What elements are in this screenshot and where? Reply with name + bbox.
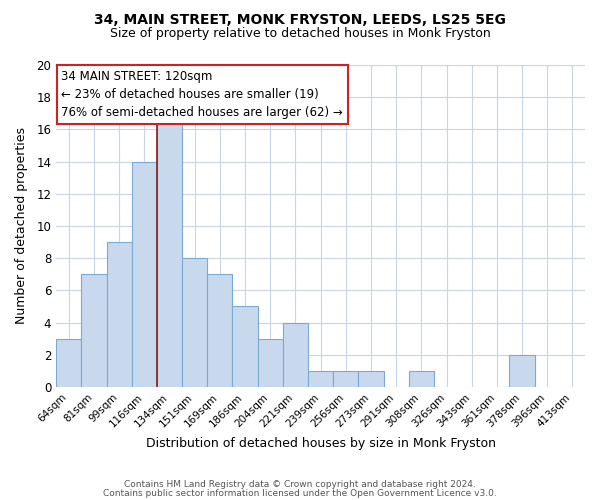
X-axis label: Distribution of detached houses by size in Monk Fryston: Distribution of detached houses by size … [146,437,496,450]
Bar [82,274,107,387]
Bar [257,338,283,387]
Bar [308,371,333,387]
Bar [358,371,383,387]
Text: Size of property relative to detached houses in Monk Fryston: Size of property relative to detached ho… [110,28,490,40]
Text: 34 MAIN STREET: 120sqm
← 23% of detached houses are smaller (19)
76% of semi-det: 34 MAIN STREET: 120sqm ← 23% of detached… [61,70,343,119]
Bar [283,322,308,387]
Bar [132,162,157,387]
Bar [333,371,358,387]
Bar [56,338,82,387]
Y-axis label: Number of detached properties: Number of detached properties [15,128,28,324]
Bar [509,355,535,387]
Bar [157,114,182,387]
Bar [232,306,257,387]
Text: 34, MAIN STREET, MONK FRYSTON, LEEDS, LS25 5EG: 34, MAIN STREET, MONK FRYSTON, LEEDS, LS… [94,12,506,26]
Bar [107,242,132,387]
Bar [409,371,434,387]
Text: Contains public sector information licensed under the Open Government Licence v3: Contains public sector information licen… [103,488,497,498]
Bar [207,274,232,387]
Text: Contains HM Land Registry data © Crown copyright and database right 2024.: Contains HM Land Registry data © Crown c… [124,480,476,489]
Bar [182,258,207,387]
